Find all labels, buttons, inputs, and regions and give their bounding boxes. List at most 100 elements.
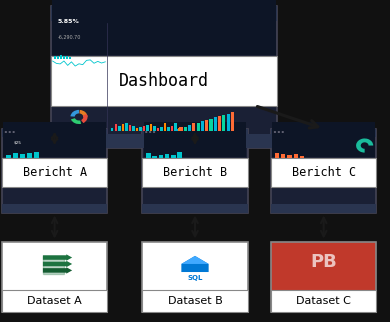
Text: Bericht B: Bericht B <box>163 166 227 179</box>
Text: PB: PB <box>310 253 337 271</box>
Text: SQL: SQL <box>187 275 203 281</box>
Text: -6,290.70: -6,290.70 <box>58 35 81 40</box>
Wedge shape <box>71 118 81 124</box>
Polygon shape <box>181 256 209 272</box>
Bar <box>142 158 248 187</box>
Bar <box>271 204 376 213</box>
Circle shape <box>278 131 280 133</box>
Text: 5.85%: 5.85% <box>58 19 80 24</box>
Text: Dataset B: Dataset B <box>168 296 222 306</box>
Bar <box>179 127 183 131</box>
Bar <box>271 129 376 213</box>
Bar <box>227 114 230 131</box>
Bar <box>205 120 208 131</box>
Circle shape <box>274 131 276 133</box>
Bar <box>142 290 248 312</box>
Polygon shape <box>181 256 209 264</box>
Bar <box>2 129 107 137</box>
Bar <box>6 155 11 158</box>
Bar <box>136 128 138 131</box>
Bar <box>2 204 107 213</box>
Bar <box>2 242 107 312</box>
Bar <box>281 154 285 158</box>
Text: Dataset A: Dataset A <box>27 296 82 306</box>
FancyArrow shape <box>43 267 72 274</box>
Bar <box>218 117 221 131</box>
Bar <box>142 129 248 137</box>
Circle shape <box>282 131 284 133</box>
Bar <box>66 56 68 59</box>
Bar <box>52 0 276 55</box>
Bar <box>51 6 277 148</box>
Bar <box>160 127 163 131</box>
Wedge shape <box>79 110 87 117</box>
Bar <box>142 129 248 213</box>
Bar <box>159 155 163 158</box>
Bar <box>231 112 234 131</box>
Bar <box>27 153 32 158</box>
Bar <box>146 153 151 158</box>
Bar <box>287 155 292 158</box>
Text: Dashboard: Dashboard <box>119 72 209 90</box>
Bar <box>152 156 157 158</box>
Bar <box>275 154 279 158</box>
Text: Bericht C: Bericht C <box>292 166 356 179</box>
Bar <box>174 123 177 131</box>
Bar <box>197 123 200 131</box>
Bar <box>271 158 376 187</box>
Bar <box>139 127 142 131</box>
Bar <box>150 124 152 131</box>
Bar <box>60 55 62 59</box>
Bar <box>171 155 176 158</box>
Circle shape <box>9 131 11 133</box>
Bar <box>142 242 248 312</box>
Bar <box>122 124 124 131</box>
Bar <box>34 152 39 158</box>
Bar <box>271 242 376 312</box>
Bar <box>51 134 277 148</box>
Bar <box>184 127 187 131</box>
Bar <box>132 126 135 131</box>
Bar <box>57 56 59 59</box>
Bar <box>222 115 225 131</box>
Bar <box>177 152 182 158</box>
Bar <box>69 57 71 59</box>
Bar <box>153 126 156 131</box>
Bar <box>188 125 191 131</box>
Bar <box>171 126 173 131</box>
Wedge shape <box>71 110 79 117</box>
Bar <box>54 56 56 59</box>
Bar <box>144 122 246 157</box>
FancyArrow shape <box>43 261 72 267</box>
Text: $25: $25 <box>14 141 21 145</box>
Bar <box>2 129 107 213</box>
Circle shape <box>149 131 151 133</box>
Bar <box>214 118 217 131</box>
Wedge shape <box>81 114 87 123</box>
Bar <box>20 154 25 158</box>
Bar <box>111 128 113 131</box>
Bar <box>13 153 18 158</box>
Bar <box>294 154 298 158</box>
Bar <box>2 158 107 187</box>
Wedge shape <box>356 138 373 153</box>
Bar <box>118 126 121 131</box>
Bar <box>146 125 149 131</box>
Bar <box>164 123 166 131</box>
Bar <box>143 126 145 131</box>
Bar <box>271 129 376 137</box>
Bar <box>165 154 169 158</box>
Bar <box>142 204 248 213</box>
Circle shape <box>153 131 155 133</box>
Bar <box>271 290 376 312</box>
Bar <box>129 126 131 131</box>
Bar <box>272 122 375 157</box>
Bar <box>201 121 204 131</box>
Text: Bericht A: Bericht A <box>23 166 87 179</box>
Bar <box>51 56 277 106</box>
Bar <box>2 290 107 312</box>
Bar <box>63 56 65 59</box>
Bar <box>192 123 195 131</box>
Bar <box>3 122 106 157</box>
Text: Dataset C: Dataset C <box>296 296 351 306</box>
